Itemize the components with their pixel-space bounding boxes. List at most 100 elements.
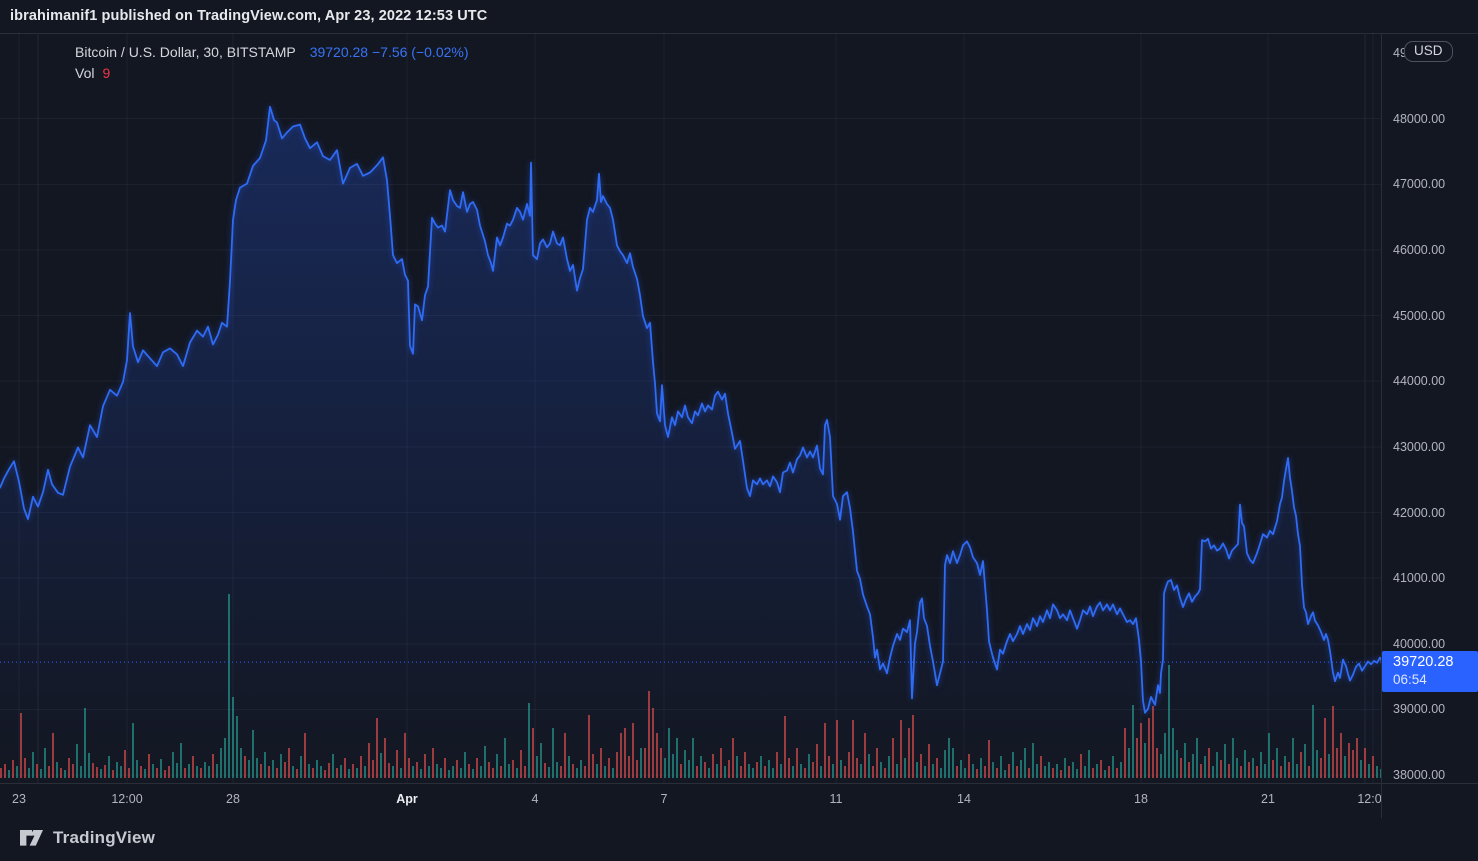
volume-bar [496, 754, 498, 778]
volume-bar [1092, 768, 1094, 778]
volume-bar [184, 768, 186, 778]
volume-bar [1376, 766, 1378, 778]
volume-bar [228, 594, 230, 778]
volume-bar [400, 768, 402, 778]
volume-bar [1108, 766, 1110, 778]
volume-bar [1368, 764, 1370, 778]
volume-bar [240, 748, 242, 778]
volume-bar [1380, 769, 1381, 778]
volume-bar [160, 759, 162, 778]
volume-bar [372, 760, 374, 778]
volume-bar [192, 756, 194, 778]
volume-bar [1152, 706, 1154, 778]
volume-bar [1328, 754, 1330, 778]
volume-bar [416, 762, 418, 778]
volume-bar [1280, 766, 1282, 778]
volume-bar [824, 723, 826, 778]
volume-bar [860, 764, 862, 778]
time-axis-border [0, 783, 1478, 784]
volume-bar [812, 762, 814, 778]
volume-bar [352, 764, 354, 778]
volume-bar [616, 752, 618, 778]
volume-bar [356, 768, 358, 778]
volume-bar [576, 768, 578, 778]
volume-bar [1208, 748, 1210, 778]
volume-bar [736, 756, 738, 778]
time-axis-label: 28 [226, 792, 240, 806]
volume-bar [896, 764, 898, 778]
volume-bar [492, 768, 494, 778]
volume-bar [1260, 752, 1262, 778]
tradingview-logo-text: TradingView [53, 828, 156, 847]
volume-bar [544, 763, 546, 778]
volume-bar [728, 760, 730, 778]
volume-bar [580, 760, 582, 778]
price-scale-label: 38000.00 [1393, 768, 1446, 783]
price-scale-label: 42000.00 [1393, 505, 1446, 520]
footer-bar: TradingView [0, 818, 1478, 861]
last-price-text: 39720.28 −7.56 (−0.02%) [309, 44, 469, 60]
volume-bar [1216, 752, 1218, 778]
price-scale[interactable]: 49000.0048000.0047000.0046000.0045000.00… [1381, 33, 1478, 783]
volume-bar [176, 763, 178, 778]
volume-bar [1244, 750, 1246, 778]
time-axis-label: 4 [531, 792, 539, 806]
volume-bar [804, 768, 806, 778]
volume-bar [44, 748, 46, 778]
volume-bar [456, 760, 458, 778]
time-axis-label: 18 [1134, 792, 1148, 806]
volume-bar [1320, 758, 1322, 778]
volume-bar [64, 770, 66, 778]
volume-bar [108, 756, 110, 778]
volume-bar [1336, 748, 1338, 778]
volume-bar [328, 763, 330, 778]
volume-bar [740, 766, 742, 778]
volume-bar [948, 738, 950, 778]
price-scale-label: 45000.00 [1393, 308, 1446, 323]
volume-bar [1076, 769, 1078, 778]
volume-bar [24, 758, 26, 778]
volume-bar [1140, 723, 1142, 778]
time-axis-label: 21 [1261, 792, 1275, 806]
volume-bar [1016, 766, 1018, 778]
volume-bar [1356, 738, 1358, 778]
volume-bar [1148, 718, 1150, 778]
volume-bar [1348, 743, 1350, 778]
volume-bar [232, 697, 234, 778]
volume-bar [236, 716, 238, 778]
volume-bar [564, 733, 566, 778]
volume-bar [1088, 750, 1090, 778]
volume-bar [688, 760, 690, 778]
volume-bar [656, 733, 658, 778]
volume-bar [280, 754, 282, 778]
volume-bar [1036, 764, 1038, 778]
volume-bar [1172, 728, 1174, 778]
time-axis[interactable]: 23 12:00 28 Apr 4 7 11 14 18 21 12:00 [0, 784, 1381, 818]
volume-bar [224, 738, 226, 778]
volume-bar [296, 769, 298, 778]
volume-bar [120, 766, 122, 778]
currency-toggle-button[interactable]: USD [1404, 41, 1453, 62]
volume-bar [388, 763, 390, 778]
volume-bar [248, 760, 250, 778]
price-scale-label: 39000.00 [1393, 702, 1446, 717]
volume-bar [892, 738, 894, 778]
volume-bar [1132, 705, 1134, 778]
volume-bar [36, 764, 38, 778]
volume-bar [1252, 758, 1254, 778]
last-price-badge: 39720.28 06:54 [1382, 651, 1478, 692]
volume-bar [284, 762, 286, 778]
volume-value: 9 [102, 65, 111, 81]
price-scale-label: 40000.00 [1393, 636, 1446, 651]
volume-bar [300, 756, 302, 778]
volume-bar [276, 768, 278, 778]
volume-bar [920, 754, 922, 778]
tradingview-logo-link[interactable]: TradingView [20, 828, 155, 848]
volume-bar [884, 768, 886, 778]
volume-bar [104, 765, 106, 778]
volume-bar [1232, 738, 1234, 778]
price-scale-border [1381, 33, 1382, 818]
volume-bar [1224, 744, 1226, 778]
